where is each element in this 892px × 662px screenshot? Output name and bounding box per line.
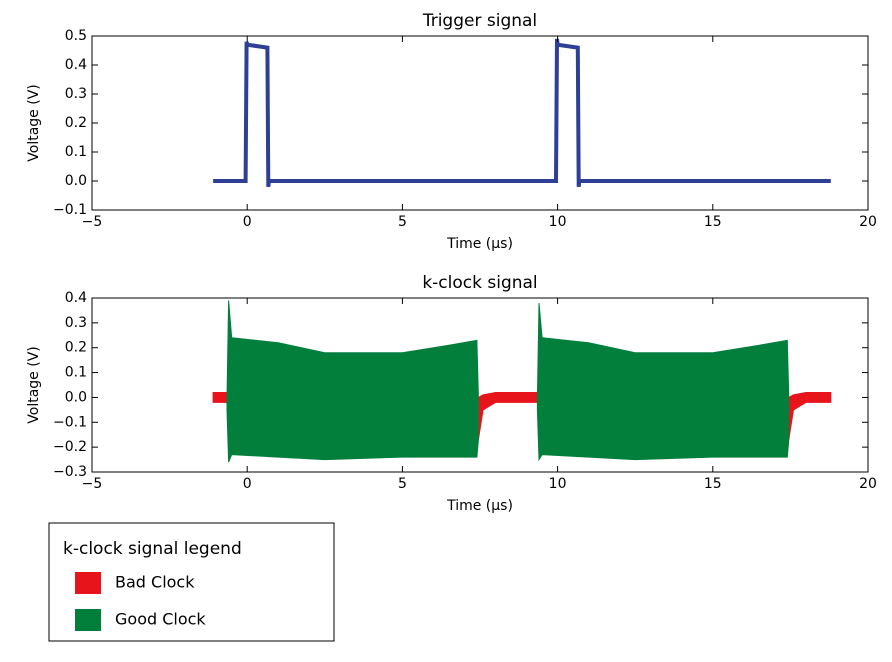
signal-envelope [212,392,228,403]
chart-title: k-clock signal [422,273,537,293]
signal-envelope [226,300,479,463]
chart-title: Trigger signal [422,11,537,31]
y-tick-label: 0.1 [65,144,87,160]
x-tick-label: 10 [549,476,567,492]
y-tick-label: 0.4 [65,57,87,73]
x-tick-label: 0 [243,214,252,230]
y-tick-label: −0.1 [53,414,87,430]
y-tick-label: −0.2 [53,439,87,455]
x-axis-label: Time (μs) [446,236,513,252]
y-tick-label: −0.3 [53,464,87,480]
x-tick-label: 20 [859,476,877,492]
signal-envelope [477,392,538,440]
x-tick-label: 5 [398,476,407,492]
y-tick-label: 0.3 [65,86,87,102]
x-tick-label: 5 [398,214,407,230]
signal-envelope [788,392,832,440]
y-axis-label: Voltage (V) [26,84,42,161]
legend-title: k-clock signal legend [63,539,242,559]
x-tick-label: 15 [704,476,722,492]
y-tick-label: 0.4 [65,290,87,306]
y-tick-label: 0.0 [65,389,87,405]
x-tick-label: 0 [243,476,252,492]
signal-line [213,38,831,188]
x-axis-label: Time (μs) [446,498,513,514]
legend-swatch [75,572,101,594]
y-tick-label: 0.0 [65,173,87,189]
y-tick-label: 0.5 [65,28,87,44]
y-tick-label: −0.1 [53,202,87,218]
legend-label: Good Clock [115,610,206,629]
plot-frame [91,35,869,211]
x-tick-label: 20 [859,214,877,230]
x-tick-label: −5 [82,476,103,492]
legend-swatch [75,609,101,631]
y-tick-label: 0.2 [65,115,87,131]
x-tick-label: 15 [704,214,722,230]
x-tick-label: −5 [82,214,103,230]
y-axis-label: Voltage (V) [26,346,42,423]
legend-label: Bad Clock [115,573,195,592]
plot-frame [91,297,869,473]
signal-envelope [536,302,790,462]
y-tick-label: 0.1 [65,365,87,381]
x-tick-label: 10 [549,214,567,230]
y-tick-label: 0.3 [65,315,87,331]
y-tick-label: 0.2 [65,340,87,356]
